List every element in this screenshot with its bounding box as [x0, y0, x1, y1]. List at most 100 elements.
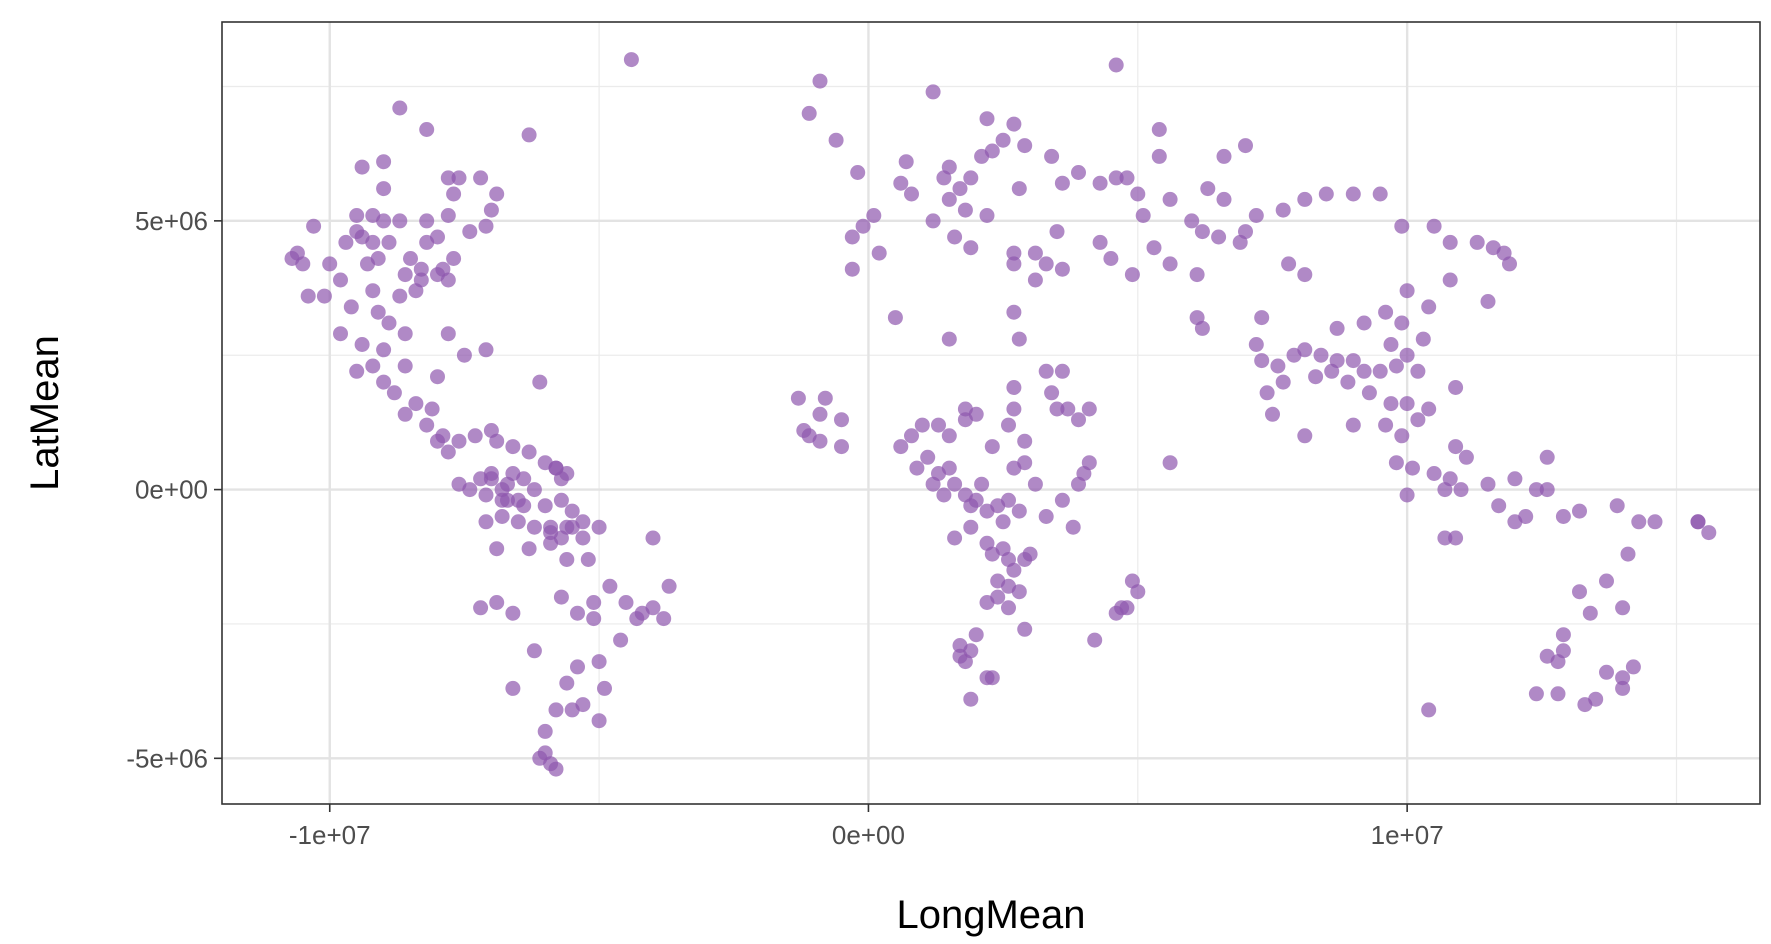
- data-point: [1087, 632, 1103, 648]
- data-point: [1189, 267, 1205, 283]
- data-point: [505, 605, 521, 621]
- data-point: [1011, 331, 1027, 347]
- data-point: [898, 154, 914, 170]
- x-tick-label: -1e+07: [289, 820, 371, 850]
- data-point: [489, 433, 505, 449]
- data-point: [1631, 514, 1647, 530]
- data-point: [473, 600, 489, 616]
- data-point: [580, 552, 596, 567]
- data-point: [392, 213, 408, 229]
- data-point: [1135, 208, 1151, 223]
- data-point: [1437, 530, 1453, 546]
- data-point: [834, 439, 849, 455]
- data-point: [1216, 148, 1232, 164]
- data-point: [1248, 208, 1264, 223]
- data-point: [1275, 374, 1291, 390]
- data-point: [656, 611, 672, 627]
- data-point: [1555, 627, 1571, 643]
- data-point: [1044, 148, 1060, 164]
- data-point: [360, 256, 375, 272]
- data-point: [1200, 181, 1216, 197]
- data-point: [489, 541, 505, 557]
- data-point: [1620, 546, 1636, 562]
- data-point: [537, 498, 553, 514]
- data-point: [623, 52, 639, 68]
- data-point: [376, 342, 392, 358]
- data-point: [1528, 482, 1544, 498]
- data-point: [1054, 175, 1070, 191]
- data-point: [1065, 519, 1081, 535]
- data-point: [386, 385, 402, 401]
- data-point: [1421, 702, 1437, 718]
- data-point: [828, 132, 844, 148]
- data-point: [1615, 680, 1631, 696]
- data-point: [1308, 369, 1324, 385]
- data-point: [1572, 503, 1587, 519]
- data-point: [904, 186, 919, 202]
- data-point: [478, 342, 494, 358]
- minor-gridlines: [222, 22, 1760, 804]
- data-point: [1313, 347, 1329, 363]
- data-point: [478, 487, 494, 503]
- data-point: [1572, 584, 1587, 600]
- data-point: [521, 127, 537, 143]
- data-point: [553, 589, 569, 605]
- data-point: [1372, 186, 1388, 202]
- y-tick-label: 5e+06: [135, 206, 208, 236]
- data-point: [1480, 294, 1496, 309]
- data-point: [424, 401, 440, 417]
- data-point: [1415, 331, 1431, 347]
- data-point: [354, 159, 370, 175]
- data-point: [1615, 670, 1631, 686]
- data-point: [1356, 315, 1372, 331]
- data-point: [1254, 310, 1270, 326]
- data-point: [451, 433, 467, 449]
- data-point: [968, 627, 984, 643]
- data-point: [1448, 380, 1464, 395]
- x-tick-label: 0e+00: [832, 820, 905, 850]
- data-point: [1609, 498, 1625, 514]
- data-point: [1006, 256, 1022, 272]
- data-point: [1458, 449, 1474, 465]
- data-point: [855, 218, 871, 234]
- data-point: [591, 519, 607, 535]
- data-point: [597, 680, 612, 696]
- data-point: [1388, 455, 1404, 471]
- data-point: [1275, 202, 1291, 218]
- data-point: [1006, 245, 1022, 261]
- data-point: [537, 745, 553, 761]
- data-point: [553, 530, 569, 546]
- data-point: [1297, 267, 1313, 283]
- y-tick-label: -5e+06: [126, 743, 208, 773]
- data-point: [381, 315, 397, 331]
- data-point: [1405, 460, 1420, 476]
- data-point: [914, 417, 930, 433]
- x-tick-label: 1e+07: [1371, 820, 1444, 850]
- data-point: [931, 417, 946, 433]
- data-point: [1027, 476, 1043, 492]
- data-point: [834, 412, 849, 428]
- data-point: [1017, 138, 1033, 154]
- data-point: [893, 175, 909, 191]
- data-point: [478, 218, 494, 234]
- data-point: [435, 261, 451, 277]
- data-point: [963, 240, 979, 256]
- data-point: [1410, 412, 1426, 428]
- data-point: [968, 406, 984, 422]
- data-point: [1081, 401, 1097, 417]
- data-point: [1426, 218, 1442, 234]
- data-point: [1006, 304, 1022, 320]
- data-point: [1038, 256, 1054, 272]
- data-point: [1356, 363, 1372, 379]
- data-point: [570, 659, 585, 675]
- data-point: [1027, 245, 1043, 261]
- data-point: [866, 208, 882, 223]
- data-point: [1119, 600, 1135, 616]
- data-point: [984, 143, 1000, 159]
- data-point: [1092, 234, 1108, 250]
- data-point: [941, 460, 957, 476]
- data-point: [526, 482, 542, 498]
- data-point: [968, 492, 984, 508]
- data-point: [1394, 218, 1410, 234]
- data-point: [1071, 412, 1086, 428]
